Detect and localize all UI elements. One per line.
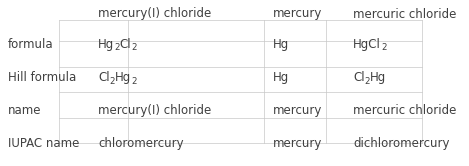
Text: Hg: Hg: [273, 38, 289, 51]
Text: mercury(I) chloride: mercury(I) chloride: [98, 104, 211, 117]
Text: Hill formula: Hill formula: [8, 71, 76, 84]
Text: name: name: [8, 104, 41, 117]
Text: chloromercury: chloromercury: [98, 137, 184, 150]
Text: mercury: mercury: [273, 7, 322, 20]
Text: 2: 2: [110, 77, 115, 85]
Text: mercuric chloride: mercuric chloride: [353, 104, 456, 117]
Text: Hg: Hg: [115, 71, 131, 84]
Text: 2: 2: [131, 43, 137, 52]
Text: 2: 2: [381, 43, 386, 52]
Text: mercury: mercury: [273, 137, 322, 150]
Text: Cl: Cl: [98, 71, 110, 84]
Text: Hg: Hg: [98, 38, 114, 51]
Text: IUPAC name: IUPAC name: [8, 137, 79, 150]
Text: mercuric chloride: mercuric chloride: [353, 7, 456, 20]
Text: 2: 2: [114, 43, 120, 52]
Text: Hg: Hg: [370, 71, 386, 84]
Text: 2: 2: [364, 77, 370, 85]
Text: formula: formula: [8, 38, 53, 51]
Text: Cl: Cl: [120, 38, 131, 51]
Text: mercury: mercury: [273, 104, 322, 117]
Text: Cl: Cl: [353, 71, 364, 84]
Text: mercury(I) chloride: mercury(I) chloride: [98, 7, 211, 20]
Text: dichloromercury: dichloromercury: [353, 137, 449, 150]
Text: 2: 2: [131, 77, 137, 85]
Text: HgCl: HgCl: [353, 38, 381, 51]
Text: Hg: Hg: [273, 71, 289, 84]
